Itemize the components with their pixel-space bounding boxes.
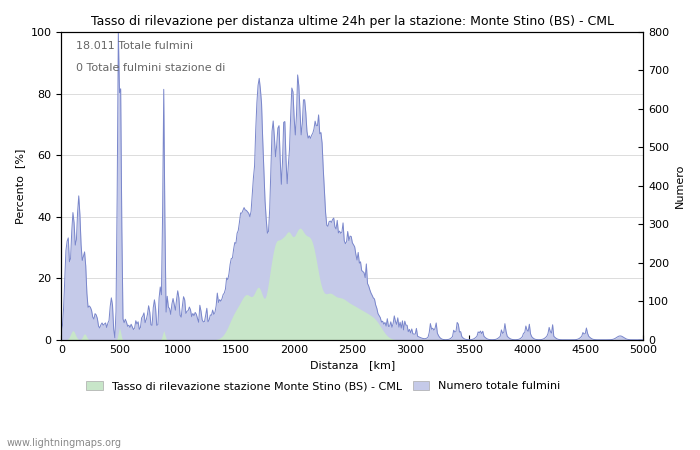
X-axis label: Distanza   [km]: Distanza [km] bbox=[309, 360, 395, 370]
Text: 18.011 Totale fulmini: 18.011 Totale fulmini bbox=[76, 41, 193, 51]
Legend: Tasso di rilevazione stazione Monte Stino (BS) - CML, Numero totale fulmini: Tasso di rilevazione stazione Monte Stin… bbox=[81, 376, 565, 396]
Y-axis label: Numero: Numero bbox=[675, 164, 685, 208]
Y-axis label: Percento  [%]: Percento [%] bbox=[15, 148, 25, 224]
Text: www.lightningmaps.org: www.lightningmaps.org bbox=[7, 438, 122, 448]
Text: 0 Totale fulmini stazione di: 0 Totale fulmini stazione di bbox=[76, 63, 225, 73]
Title: Tasso di rilevazione per distanza ultime 24h per la stazione: Monte Stino (BS) -: Tasso di rilevazione per distanza ultime… bbox=[91, 15, 614, 28]
